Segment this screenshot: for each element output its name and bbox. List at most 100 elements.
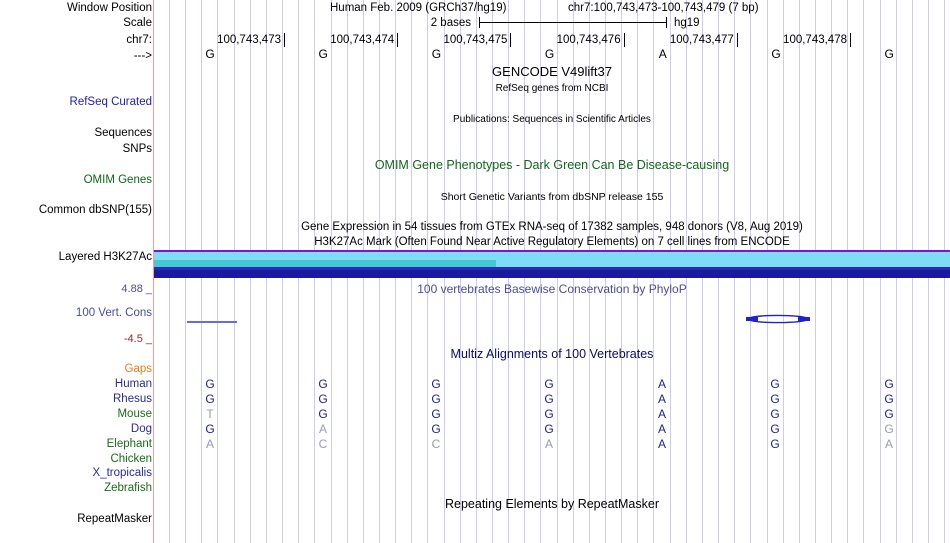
reference-base: G [544, 47, 555, 61]
label-omim-genes[interactable]: OMIM Genes [83, 174, 152, 186]
reference-base: G [205, 47, 215, 61]
ruler-tick [623, 33, 625, 47]
ruler-tick [736, 33, 738, 47]
track-label-sidebar: Window Position Scale chr7: ---> RefSeq … [0, 0, 154, 543]
scale-assembly-label: hg19 [674, 17, 700, 29]
label-layered-h3k27ac[interactable]: Layered H3K27Ac [58, 251, 152, 263]
track-title-gencode[interactable]: GENCODE V49lift37 [492, 64, 612, 79]
species-label-x_tropicalis[interactable]: X_tropicalis [92, 467, 152, 480]
position-title: chr7:100,743,473-100,743,479 (7 bp) [568, 2, 759, 14]
label-gaps[interactable]: Gaps [124, 363, 153, 375]
track-title-publications[interactable]: Publications: Sequences in Scientific Ar… [453, 114, 651, 125]
track-title-h3k27ac[interactable]: H3K27Ac Mark (Often Found Near Active Re… [314, 236, 790, 248]
alignment-base: G [431, 391, 441, 406]
label-cons-max: 4.88 _ [121, 283, 152, 295]
alignment-base: G [770, 436, 780, 451]
track-title-phylop[interactable]: 100 vertebrates Basewise Conservation by… [417, 282, 687, 296]
alignment-base: G [431, 406, 441, 421]
h3k27ac-light-layer-right [496, 260, 950, 267]
h3k27ac-top-rule [154, 250, 950, 252]
alignment-base: G [431, 421, 441, 436]
conservation-bar-right [746, 314, 810, 324]
assembly-title: Human Feb. 2009 (GRCh37/hg19) [330, 2, 507, 14]
alignment-base: G [884, 406, 894, 421]
alignment-base: G [544, 406, 554, 421]
species-label-human[interactable]: Human [114, 378, 152, 390]
ruler-tick [850, 33, 851, 47]
alignment-base: G [318, 406, 328, 421]
alignment-base: A [544, 436, 553, 451]
label-repeatmasker[interactable]: RepeatMasker [77, 513, 152, 525]
ruler-coordinate-label: 100,743,474 [330, 34, 395, 46]
ruler-tick [284, 33, 285, 47]
alignment-base: G [544, 377, 554, 391]
alignment-base: G [884, 377, 894, 391]
label-window-position[interactable]: Window Position [66, 2, 152, 14]
track-title-multiz[interactable]: Multiz Alignments of 100 Vertebrates [450, 347, 654, 361]
species-label-mouse[interactable]: Mouse [117, 407, 152, 420]
alignment-base: G [770, 421, 780, 436]
scale-bar [479, 17, 667, 28]
alignment-base: G [884, 421, 894, 436]
alignment-base: G [431, 377, 441, 391]
h3k27ac-dark-blue-layer [154, 270, 950, 278]
alignment-base: G [770, 391, 780, 406]
species-label-chicken[interactable]: Chicken [110, 452, 152, 465]
species-label-elephant[interactable]: Elephant [106, 437, 152, 450]
label-scale[interactable]: Scale [123, 17, 152, 29]
label-snps[interactable]: SNPs [122, 143, 152, 155]
label-chrom[interactable]: chr7: [126, 34, 152, 46]
track-title-repeatmasker[interactable]: Repeating Elements by RepeatMasker [444, 497, 659, 511]
ruler-coordinate-label: 100,743,475 [443, 34, 508, 46]
alignment-base: G [544, 421, 554, 436]
track-title-gtex[interactable]: Gene Expression in 54 tissues from GTEx … [301, 221, 803, 233]
ruler-coordinate-label: 100,743,478 [783, 34, 847, 46]
alignment-base: A [657, 377, 666, 391]
reference-base: G [318, 47, 328, 61]
label-cons-min: -4.5 _ [123, 333, 152, 345]
alignment-base: A [884, 436, 893, 451]
h3k27ac-teal-layer-left [154, 260, 496, 267]
alignment-base: G [318, 377, 328, 391]
alignment-base: G [544, 391, 554, 406]
label-sequences[interactable]: Sequences [94, 127, 152, 139]
label-cons-track[interactable]: 100 Vert. Cons [75, 307, 152, 319]
alignment-base: T [206, 406, 214, 421]
track-data-area[interactable]: Human Feb. 2009 (GRCh37/hg19) chr7:100,7… [154, 0, 950, 543]
scale-label: 2 bases [430, 17, 471, 29]
alignment-base: G [205, 421, 215, 436]
track-title-dbsnp[interactable]: Short Genetic Variants from dbSNP releas… [440, 191, 664, 203]
label-strand[interactable]: ---> [133, 50, 152, 62]
reference-base: G [431, 47, 442, 61]
alignment-base: G [770, 406, 780, 421]
ruler-tick [397, 33, 399, 47]
alignment-base: A [657, 436, 666, 451]
species-label-zebrafish[interactable]: Zebrafish [104, 482, 152, 495]
reference-base: A [658, 47, 667, 61]
alignment-base: A [318, 421, 327, 436]
ruler-tick [510, 33, 512, 47]
alignment-base: C [318, 436, 328, 451]
alignment-base: C [431, 436, 441, 451]
track-title-omim[interactable]: OMIM Gene Phenotypes - Dark Green Can Be… [374, 158, 730, 172]
ruler-coordinate-label: 100,743,476 [556, 34, 621, 46]
alignment-base: A [205, 436, 214, 451]
alignment-base: G [770, 377, 780, 391]
h3k27ac-light-layer [154, 252, 950, 260]
species-label-rhesus[interactable]: Rhesus [113, 392, 152, 405]
reference-base: G [884, 47, 894, 61]
alignment-base: G [884, 391, 894, 406]
alignment-base: G [205, 377, 215, 391]
track-title-refseq-ncbi[interactable]: RefSeq genes from NCBI [495, 83, 609, 94]
ruler-coordinate-label: 100,743,473 [217, 34, 281, 46]
ruler-coordinate-label: 100,743,477 [669, 34, 734, 46]
h3k27ac-mid-blue-layer [154, 267, 950, 270]
species-label-dog[interactable]: Dog [130, 422, 152, 435]
alignment-base: G [318, 391, 328, 406]
label-common-dbsnp[interactable]: Common dbSNP(155) [38, 204, 152, 216]
sidebar-separator [153, 0, 154, 543]
alignment-base: G [205, 391, 215, 406]
label-refseq-curated[interactable]: RefSeq Curated [69, 96, 152, 108]
alignment-base: A [657, 421, 666, 436]
